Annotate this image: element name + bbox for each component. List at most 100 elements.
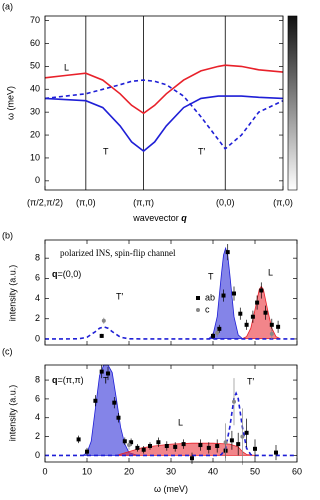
x-tick-label: (0,0) <box>216 197 235 207</box>
curve-label: T′ <box>116 291 123 301</box>
data-point <box>156 440 161 445</box>
y-tick-label: 30 <box>30 107 40 117</box>
data-point <box>164 443 169 448</box>
panel-label: (a) <box>2 1 13 11</box>
y-tick-label: 50 <box>30 61 40 71</box>
data-point <box>106 371 110 376</box>
data-point <box>112 400 117 405</box>
data-point <box>181 442 186 447</box>
x-tick-label: (π/2,π/2) <box>27 197 63 207</box>
data-point <box>116 415 121 420</box>
curve-label: T <box>208 271 214 281</box>
curve-label: T′ <box>198 146 205 156</box>
curve <box>44 64 284 115</box>
x-tick-label: 20 <box>124 466 134 476</box>
y-tick-label: 8 <box>35 374 40 384</box>
data-point <box>259 288 264 293</box>
figure: (a)ω (meV)wavevector q010203040506070(π/… <box>2 1 302 494</box>
legend-marker <box>196 296 200 300</box>
data-point <box>215 443 220 448</box>
data-point <box>244 430 249 435</box>
y-axis-label: intensity (a.u.) <box>7 385 17 442</box>
data-point <box>225 250 230 255</box>
y-tick-label: 0 <box>35 175 40 185</box>
y-tick-label: 4 <box>35 412 40 422</box>
data-point <box>122 439 127 444</box>
x-tick-label: (π,π) <box>133 197 154 207</box>
data-point <box>269 331 274 336</box>
x-tick-label: (π,0) <box>273 197 293 207</box>
x-tick-label: 60 <box>292 466 302 476</box>
data-point <box>255 300 260 305</box>
data-point <box>93 398 98 403</box>
data-point <box>129 440 134 445</box>
area <box>116 442 256 456</box>
data-point <box>198 443 203 448</box>
data-point <box>211 333 215 338</box>
data-point <box>274 450 278 455</box>
x-tick-label: (π,0) <box>76 197 96 207</box>
data-point <box>244 322 249 327</box>
curve-label: T <box>103 375 109 385</box>
y-tick-label: 40 <box>30 84 40 94</box>
data-point <box>263 310 268 315</box>
y-tick-label: 6 <box>35 273 40 283</box>
y-tick-label: 2 <box>35 313 40 323</box>
curve-label: L <box>178 417 183 427</box>
q-value: =(π,π) <box>58 375 84 385</box>
data-point <box>238 311 243 316</box>
colorbar <box>287 15 298 191</box>
data-point <box>240 434 245 439</box>
y-tick-label: 60 <box>30 38 40 48</box>
curve <box>45 325 297 340</box>
x-axis-label-text: wavevector <box>132 213 179 223</box>
q-label: q=(π,π) <box>52 375 84 385</box>
x-axis-label-text: ω (meV) <box>154 484 188 494</box>
y-tick-label: 0 <box>35 450 40 460</box>
q-value: =(0,0) <box>58 269 82 279</box>
data-point <box>127 443 131 448</box>
x-tick-label: 50 <box>250 466 260 476</box>
x-axis-label: wavevector q <box>132 213 187 223</box>
panel-label: (b) <box>2 230 13 240</box>
panel-label: (c) <box>2 346 13 356</box>
x-tick-label: 10 <box>82 466 92 476</box>
data-point <box>101 318 106 323</box>
data-point <box>221 293 226 298</box>
q-symbol: q <box>52 375 58 385</box>
x-axis-label: ω (meV) <box>154 484 188 494</box>
legend-label: ab <box>205 292 215 302</box>
data-point <box>99 333 104 338</box>
data-point <box>253 446 257 451</box>
x-tick-label: 30 <box>166 466 176 476</box>
data-point <box>250 314 255 319</box>
data-point <box>232 291 236 296</box>
data-point <box>236 442 241 447</box>
data-point <box>206 445 211 450</box>
data-point <box>190 456 194 461</box>
curve-label: T <box>103 146 109 156</box>
q-label: q=(0,0) <box>52 269 81 279</box>
data-point <box>148 443 152 448</box>
data-point <box>276 324 281 329</box>
x-axis-symbol: q <box>181 213 187 223</box>
data-point <box>269 322 274 327</box>
curve-label: L <box>268 267 273 277</box>
plot-frame <box>44 239 298 346</box>
y-tick-label: 6 <box>35 393 40 403</box>
data-point <box>217 326 222 331</box>
data-point <box>135 445 140 450</box>
area <box>81 364 138 456</box>
legend-label: c <box>205 304 210 314</box>
y-tick-label: 10 <box>30 152 40 162</box>
data-point <box>99 369 104 374</box>
plot-frame <box>44 364 298 463</box>
y-tick-label: 8 <box>35 253 40 263</box>
y-tick-label: 4 <box>35 293 40 303</box>
plot-frame <box>44 15 284 191</box>
data-point <box>223 440 228 445</box>
y-axis-label: ω (meV) <box>5 86 15 120</box>
curve-label: L <box>64 62 69 72</box>
y-tick-label: 70 <box>30 15 40 25</box>
